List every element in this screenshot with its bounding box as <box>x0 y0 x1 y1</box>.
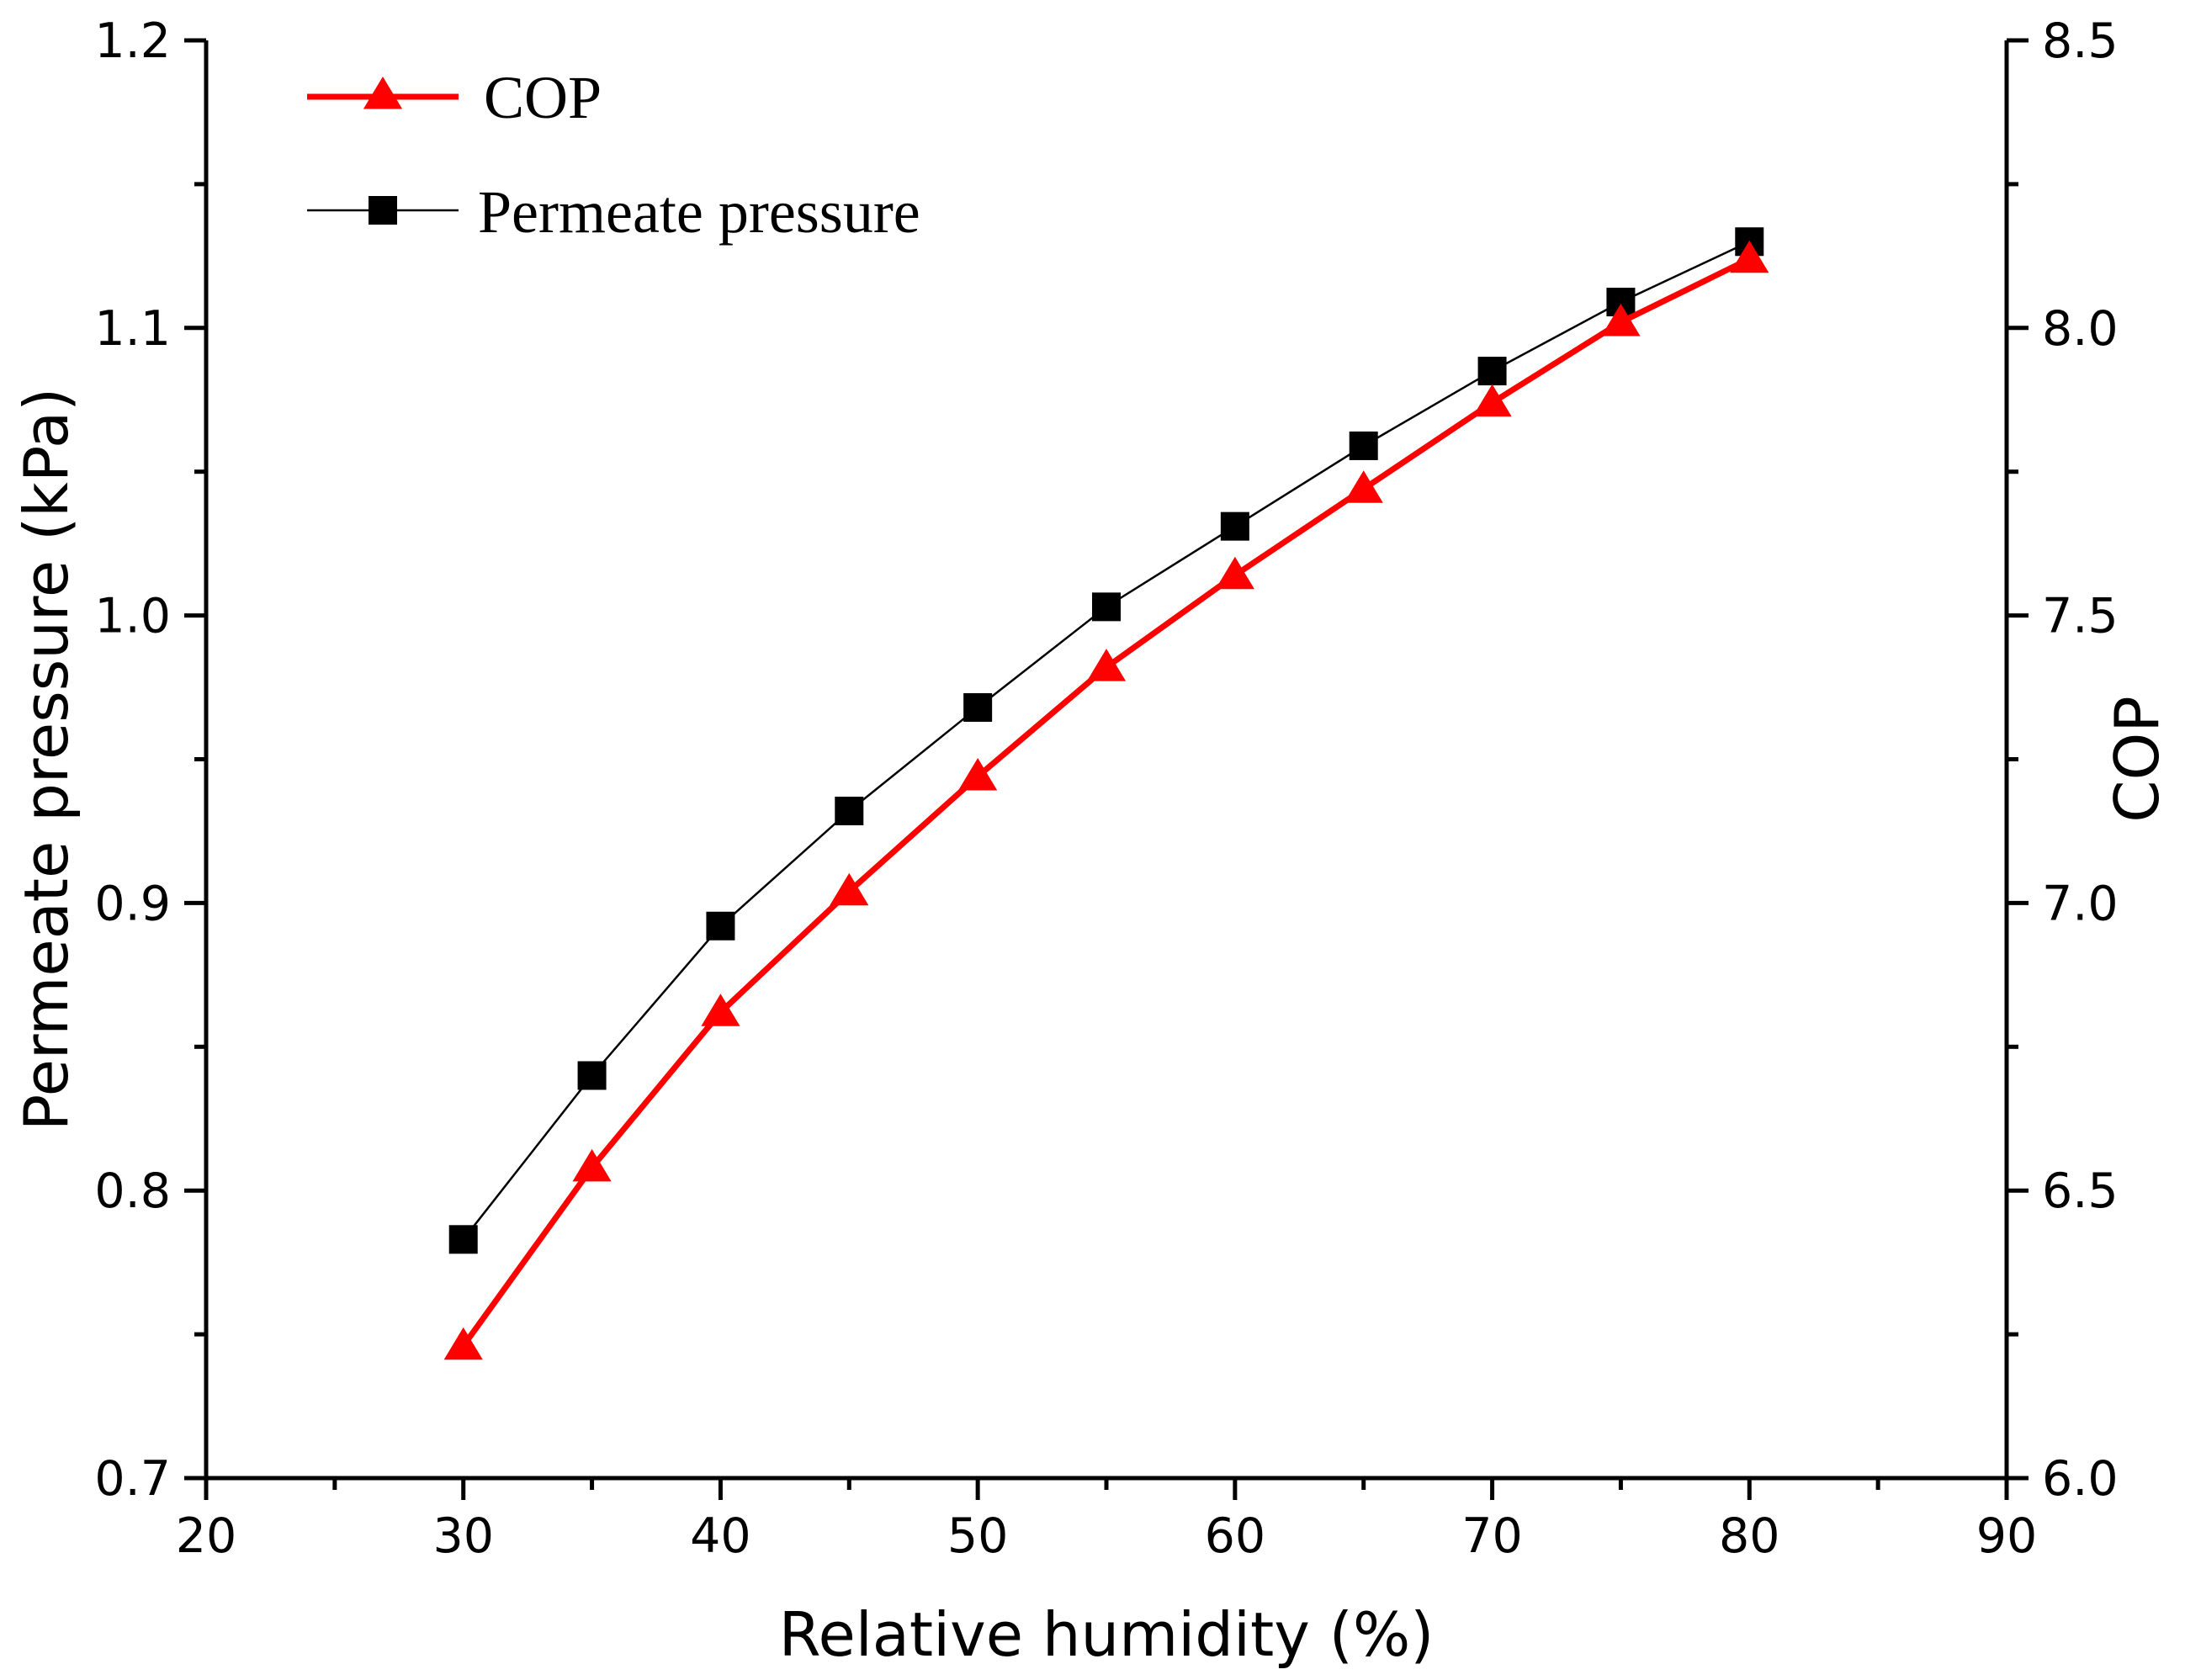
permeate-point <box>448 1225 478 1254</box>
y-left-tick-label: 1.0 <box>94 589 171 644</box>
legend-item-permeate: Permeate pressure <box>307 178 920 246</box>
cop-point <box>572 1148 612 1182</box>
cop-point <box>1215 556 1254 590</box>
y-right-tick-label: 6.5 <box>2042 1163 2119 1219</box>
cop-point <box>701 994 740 1026</box>
y-right-tick-label: 7.5 <box>2042 589 2119 644</box>
x-axis-title: Relative humidity (%) <box>779 1599 1435 1670</box>
x-tick-label: 80 <box>1719 1508 1780 1564</box>
y-right-tick-label: 8.5 <box>2042 13 2119 69</box>
y-axis-left-title: Permeate pressure (kPa) <box>11 388 82 1131</box>
x-tick-label: 40 <box>690 1508 751 1564</box>
cop-point <box>958 758 998 791</box>
legend-cop-label: COP <box>484 64 602 131</box>
y-left-tick-label: 1.2 <box>94 13 171 69</box>
legend-permeate-square-icon <box>369 196 397 225</box>
series-layer <box>443 227 1769 1360</box>
y-right-tick-label: 7.0 <box>2042 876 2119 931</box>
plot-frame <box>204 40 2009 1481</box>
cop-point <box>1730 240 1769 273</box>
x-tick-label: 90 <box>1976 1508 2038 1564</box>
permeate-point <box>1477 357 1507 386</box>
x-tick-label: 30 <box>432 1508 494 1564</box>
legend-item-cop: COP <box>307 64 602 131</box>
y-left-tick-label: 1.1 <box>94 301 171 357</box>
legend: COP Permeate pressure <box>307 64 920 246</box>
cop-point <box>1472 384 1512 417</box>
y-right-tick-label: 6.0 <box>2042 1451 2119 1507</box>
legend-permeate-label: Permeate pressure <box>478 178 920 246</box>
x-tick-label: 50 <box>947 1508 1009 1564</box>
cop-series-line <box>460 256 1751 1348</box>
cop-point <box>1344 470 1383 503</box>
permeate-point <box>963 692 993 722</box>
x-tick-label: 70 <box>1461 1508 1523 1564</box>
y-left-tick-label: 0.9 <box>94 876 171 931</box>
y-left-tick-label: 0.7 <box>94 1451 171 1507</box>
y-axis-right-title: COP <box>2102 696 2172 822</box>
permeate-point <box>835 797 864 826</box>
cop-point <box>1086 649 1127 681</box>
cop-point <box>830 872 869 906</box>
y-left-tick-label: 0.8 <box>94 1163 171 1219</box>
x-tick-label: 20 <box>176 1508 237 1564</box>
cop-point <box>1601 303 1641 337</box>
axis-ticks <box>184 38 2029 1500</box>
permeate-point <box>1349 431 1378 460</box>
legend-cop-triangle-icon <box>363 77 403 109</box>
permeate-point <box>1220 511 1249 541</box>
cop-point <box>443 1327 483 1360</box>
x-tick-label: 60 <box>1205 1508 1266 1564</box>
tick-labels: 20 30 40 50 60 70 80 90 0.7 0.8 0.9 1.0 1.1 1.2 6.0 6.5… <box>94 13 2118 1564</box>
permeate-point <box>577 1061 607 1090</box>
permeate-point <box>706 911 735 941</box>
permeate-point <box>1092 592 1121 622</box>
y-right-tick-label: 8.0 <box>2042 301 2119 357</box>
